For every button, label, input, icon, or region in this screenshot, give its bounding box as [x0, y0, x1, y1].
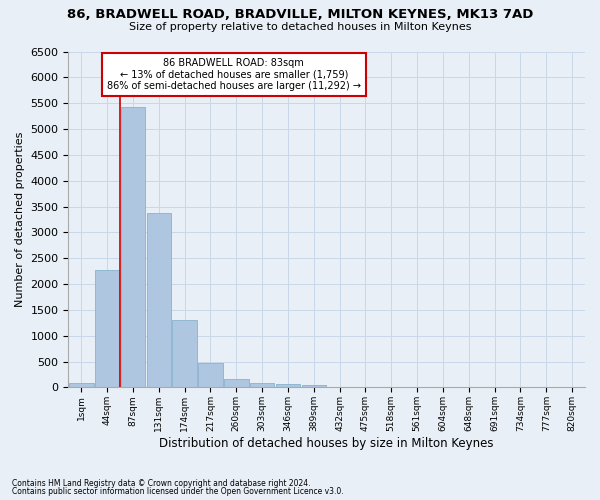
Bar — [250, 384, 274, 388]
Bar — [95, 270, 119, 388]
X-axis label: Distribution of detached houses by size in Milton Keynes: Distribution of detached houses by size … — [160, 437, 494, 450]
Bar — [224, 379, 248, 388]
Bar — [69, 384, 94, 388]
Bar — [275, 384, 300, 388]
Bar — [121, 107, 145, 388]
Bar — [198, 362, 223, 388]
Text: Contains HM Land Registry data © Crown copyright and database right 2024.: Contains HM Land Registry data © Crown c… — [12, 478, 311, 488]
Bar — [302, 385, 326, 388]
Bar — [328, 387, 352, 388]
Text: Size of property relative to detached houses in Milton Keynes: Size of property relative to detached ho… — [129, 22, 471, 32]
Bar — [146, 212, 171, 388]
Y-axis label: Number of detached properties: Number of detached properties — [15, 132, 25, 307]
Text: 86, BRADWELL ROAD, BRADVILLE, MILTON KEYNES, MK13 7AD: 86, BRADWELL ROAD, BRADVILLE, MILTON KEY… — [67, 8, 533, 20]
Text: Contains public sector information licensed under the Open Government Licence v3: Contains public sector information licen… — [12, 487, 344, 496]
Bar — [172, 320, 197, 388]
Text: 86 BRADWELL ROAD: 83sqm
← 13% of detached houses are smaller (1,759)
86% of semi: 86 BRADWELL ROAD: 83sqm ← 13% of detache… — [107, 58, 361, 92]
